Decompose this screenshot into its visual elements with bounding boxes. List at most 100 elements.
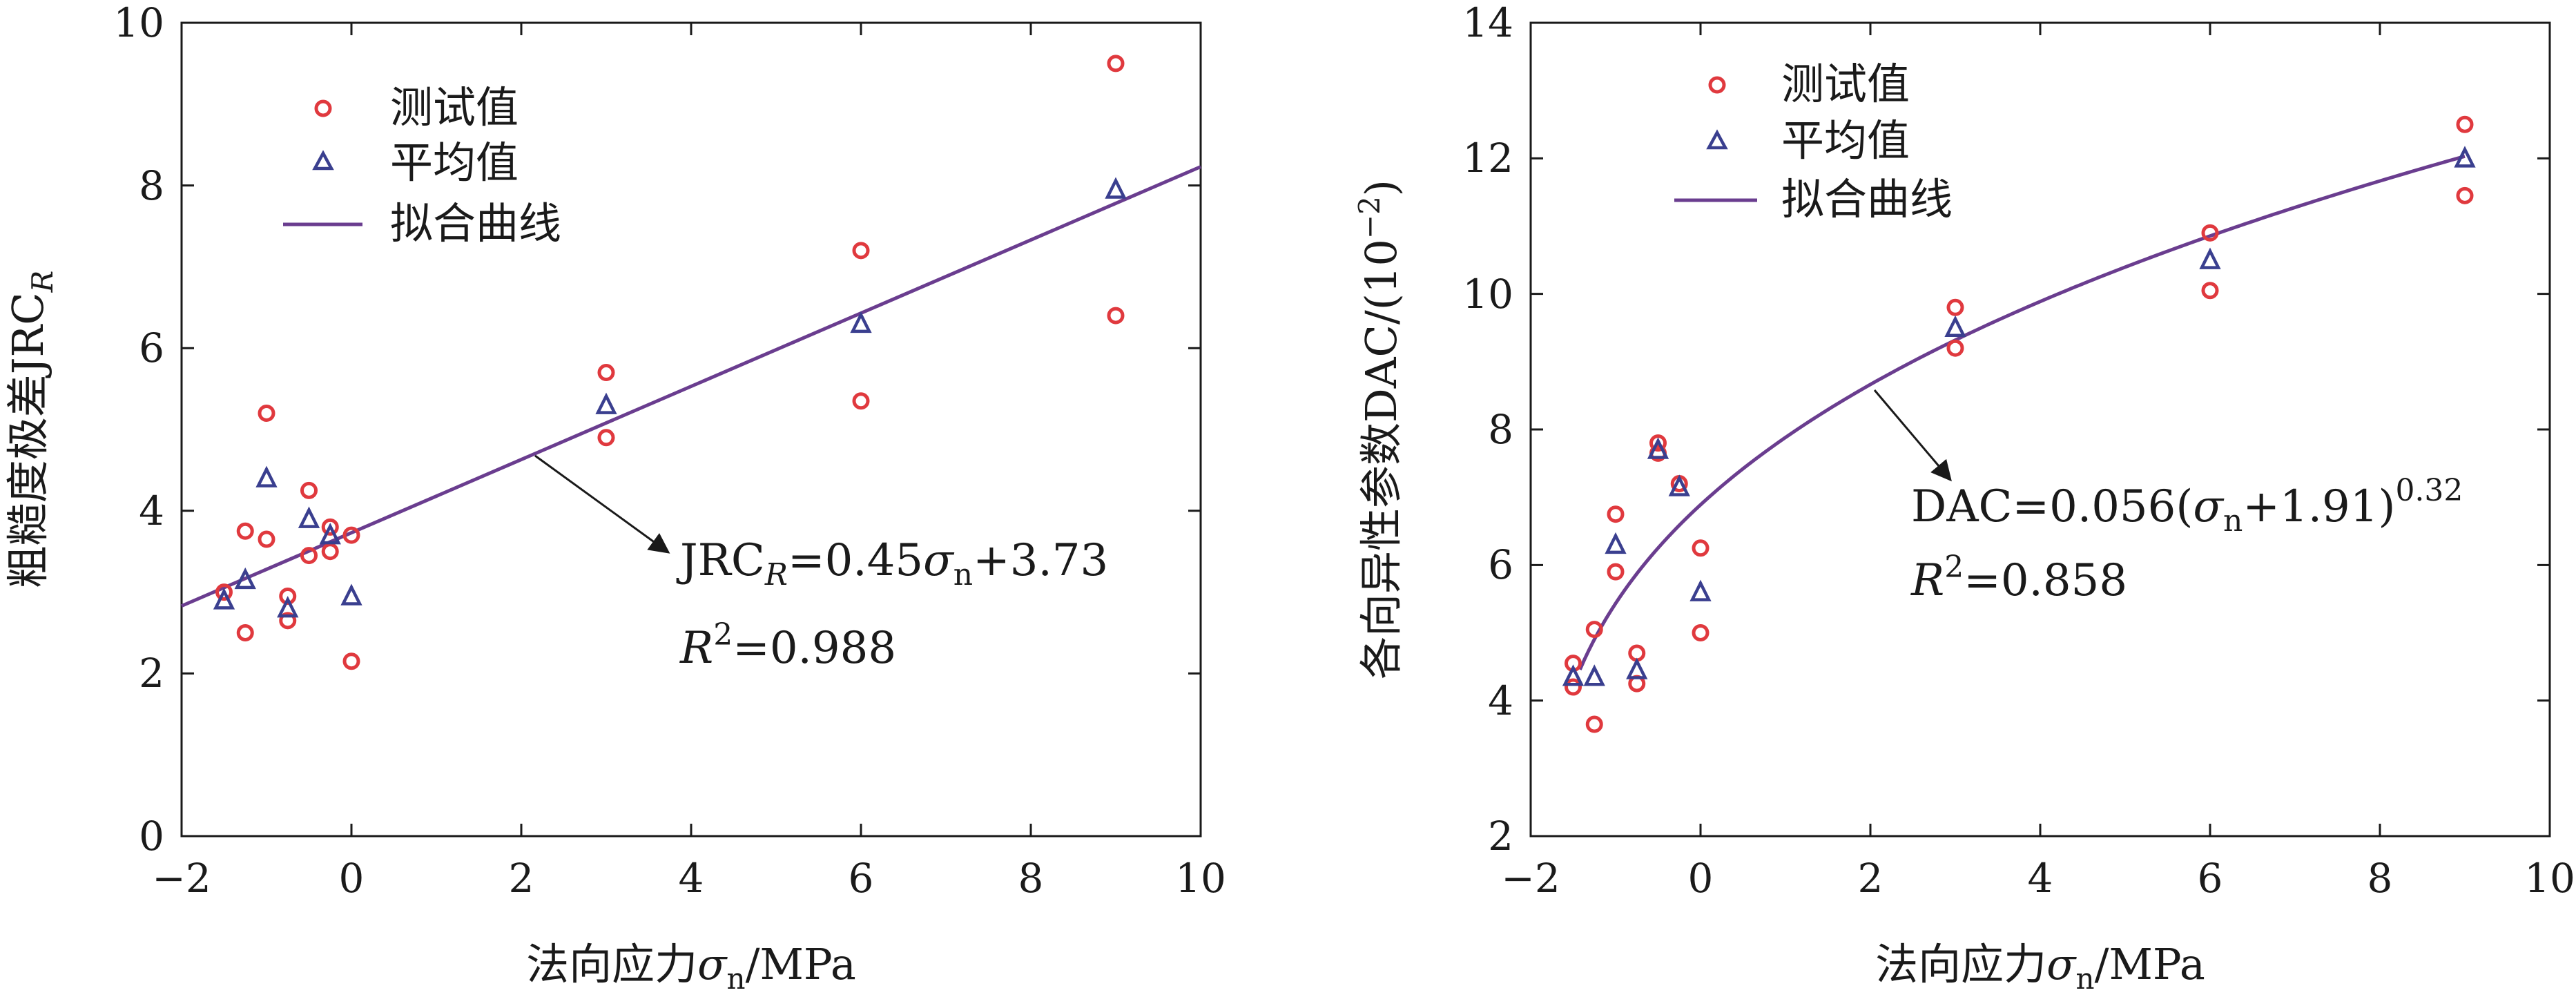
right-measured-point: [2456, 186, 2474, 204]
legend-label: 测试值: [1781, 59, 1910, 109]
right-measured-point: [1585, 621, 1603, 639]
right-x-tick-labels: −2 0 2 4 6 8 10: [1501, 855, 2575, 902]
legend-triangle-marker: [1706, 129, 1728, 150]
legend-label: 拟合曲线: [390, 198, 561, 249]
right-x-tick-label: −2: [1501, 855, 1560, 902]
left-measured-point: [597, 429, 615, 447]
right-measured-point: [1607, 563, 1625, 581]
right-axis-ticks: [1529, 21, 2551, 838]
right-y-tick-label: 10: [1462, 271, 1513, 318]
right-measured-point: [1946, 298, 1964, 316]
left-measured-point: [236, 624, 254, 641]
right-measured-point: [1692, 539, 1710, 557]
left-measured-point: [236, 522, 254, 540]
left-measured-point: [852, 242, 870, 260]
right-measured-point: [2201, 282, 2219, 300]
right-average-point: [2454, 146, 2476, 168]
right-x-tick-label: 2: [1858, 855, 1883, 902]
right-measured-point: [1649, 434, 1667, 452]
left-measured-point: [342, 652, 360, 670]
right-average-point: [1626, 657, 1648, 679]
left-data-points: [213, 55, 1127, 670]
left-x-tick-label: 8: [1018, 855, 1044, 902]
right-y-tick-label: 4: [1488, 677, 1513, 724]
left-average-point: [234, 567, 256, 590]
right-x-tick-label: 6: [2198, 855, 2223, 902]
legend-circle-marker: [1708, 76, 1726, 94]
left-y-tick-label: 0: [139, 813, 164, 860]
left-y-tick-label: 10: [113, 0, 164, 46]
right-y-tick-label: 8: [1488, 406, 1513, 453]
right-y-tick-label: 14: [1462, 0, 1513, 46]
left-average-point: [340, 583, 362, 606]
legend-circle-marker: [314, 99, 332, 117]
right-x-axis-title: 法向应力σn/MPa: [1875, 939, 2205, 996]
right-fit-equation: DAC=0.056(σn+1.91)0.32: [1911, 473, 2463, 539]
right-fit-curve: [1578, 154, 2466, 670]
left-measured-point: [279, 612, 297, 630]
legend-triangle-marker: [312, 150, 334, 171]
left-y-tick-label: 4: [139, 487, 164, 534]
left-measured-point: [1107, 55, 1125, 72]
left-measured-point: [342, 526, 360, 544]
legend-label: 平均值: [1781, 115, 1910, 166]
left-average-point: [298, 506, 320, 528]
left-legend: 测试值 平均值 拟合曲线: [283, 82, 561, 249]
right-x-tick-label: 4: [2028, 855, 2053, 902]
left-panel: −2 0 2 4 6 8 10 0 2 4 6 8 10 法向应力σn/MPa …: [3, 0, 1226, 996]
left-measured-point: [258, 404, 275, 422]
left-x-tick-label: 2: [509, 855, 534, 902]
left-x-axis-title: 法向应力σn/MPa: [526, 939, 856, 996]
right-measured-point: [2456, 115, 2474, 133]
left-x-tick-labels: −2 0 2 4 6 8 10: [152, 855, 1226, 902]
right-x-tick-label: 0: [1688, 855, 1714, 902]
left-x-tick-label: 4: [679, 855, 704, 902]
left-measured-point: [258, 530, 275, 548]
right-y-axis-title: 各向异性参数DAC/(10−2): [1353, 180, 1406, 679]
left-y-tick-labels: 0 2 4 6 8 10: [113, 0, 164, 860]
right-y-tick-labels: 2 4 6 8 10 12 14: [1462, 0, 1513, 860]
right-x-tick-label: 8: [2367, 855, 2393, 902]
legend-label: 测试值: [390, 82, 519, 133]
right-y-tick-label: 12: [1462, 135, 1513, 182]
right-measured-point: [1946, 339, 1964, 357]
right-measured-point: [1565, 678, 1582, 696]
left-measured-point: [1107, 307, 1125, 325]
right-average-point: [1668, 474, 1690, 496]
left-average-point: [595, 392, 617, 414]
left-r2: R2=0.988: [679, 617, 896, 674]
left-average-point: [1105, 177, 1127, 199]
left-y-tick-label: 6: [139, 325, 164, 371]
left-measured-point: [300, 481, 318, 499]
left-average-point: [850, 311, 872, 333]
right-average-point: [1562, 664, 1585, 686]
left-fit-line: [181, 165, 1201, 608]
left-plot-frame: [180, 21, 1202, 838]
left-measured-point: [597, 364, 615, 382]
right-average-point: [1689, 579, 1712, 601]
right-panel: −2 0 2 4 6 8 10 2 4 6 8 10 12 14 法向应力σn/…: [1353, 0, 2575, 996]
right-r2: R2=0.858: [1910, 550, 2127, 606]
right-average-point: [1583, 664, 1605, 686]
left-average-point: [277, 596, 299, 618]
right-average-point: [2199, 247, 2221, 269]
right-average-point: [1944, 315, 1966, 337]
left-average-point: [213, 588, 235, 610]
left-fit-equation: JRCR=0.45σn+3.73: [676, 535, 1108, 592]
left-x-tick-label: 0: [339, 855, 365, 902]
right-measured-point: [1692, 624, 1710, 641]
left-y-tick-label: 2: [139, 650, 164, 697]
right-annotation-arrow: [1873, 389, 1952, 482]
right-x-tick-label: 10: [2524, 855, 2575, 902]
right-measured-point: [1585, 715, 1603, 733]
right-legend: 测试值 平均值 拟合曲线: [1674, 59, 1953, 224]
left-measured-point: [215, 583, 233, 601]
left-x-tick-label: 6: [849, 855, 874, 902]
left-measured-point: [279, 587, 297, 605]
left-y-tick-label: 8: [139, 162, 164, 209]
right-measured-point: [1607, 505, 1625, 523]
legend-label: 拟合曲线: [1781, 174, 1953, 224]
left-x-tick-label: −2: [152, 855, 211, 902]
left-y-axis-title: 粗糙度极差JRCR: [3, 271, 59, 589]
